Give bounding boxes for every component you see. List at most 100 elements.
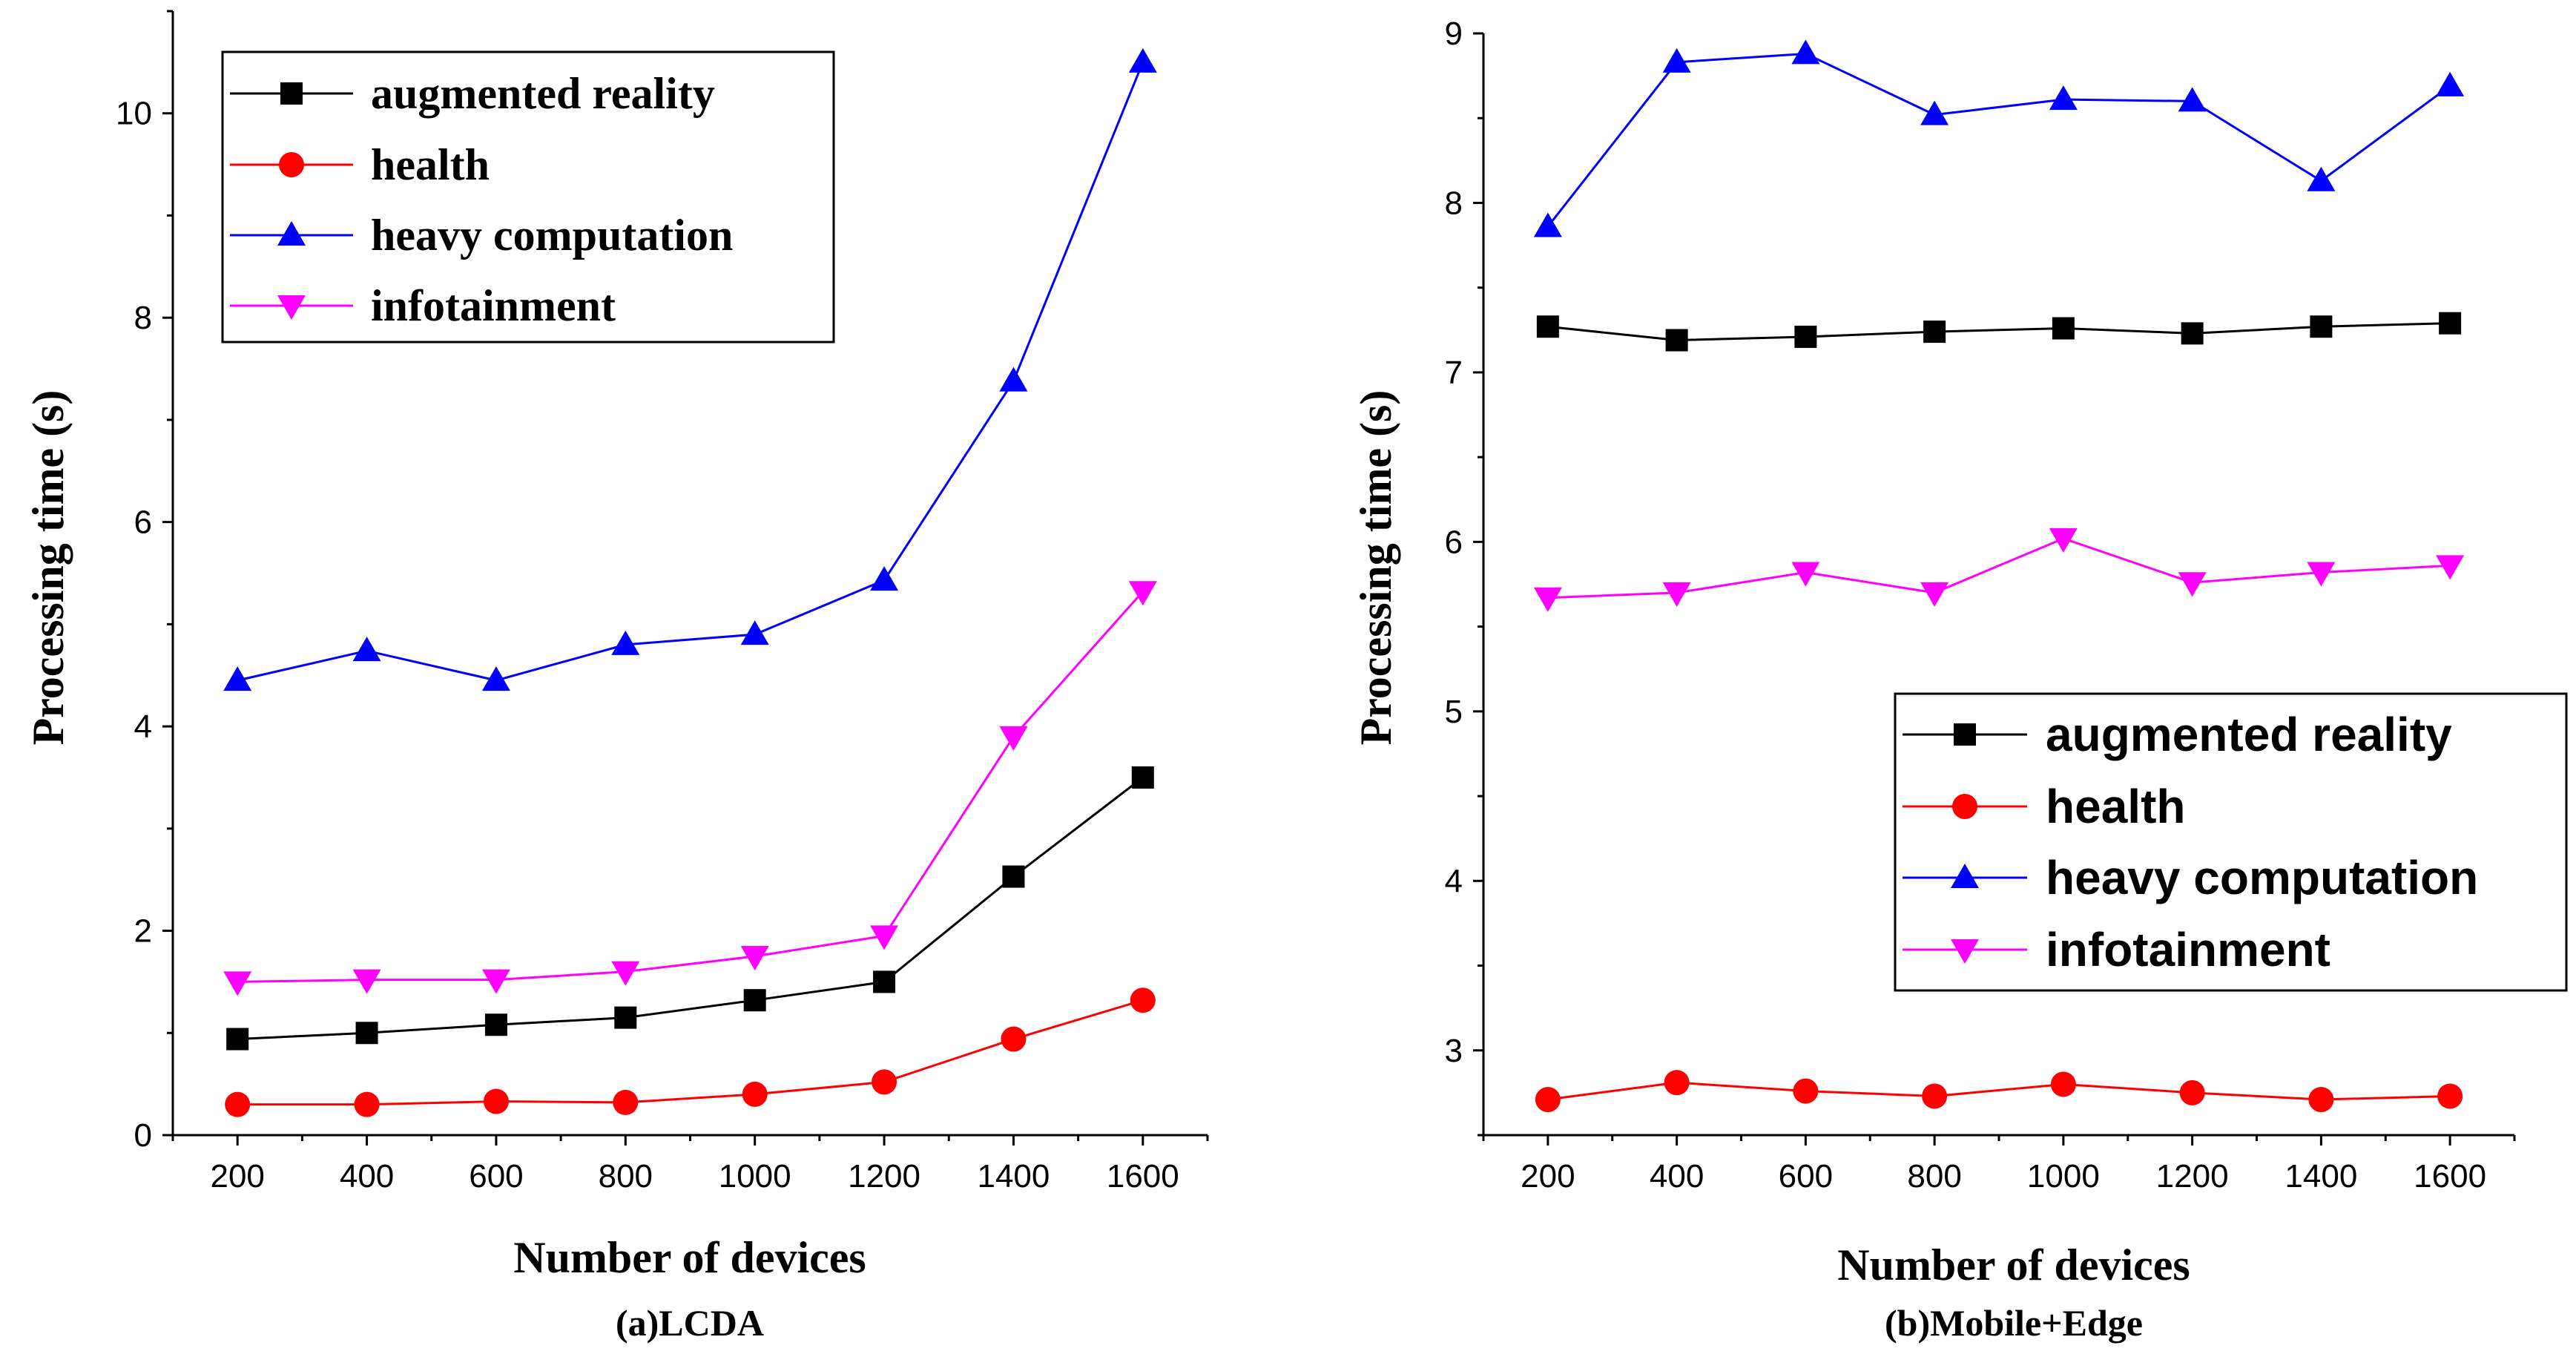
y-tick-label-b: 9 [1445, 16, 1463, 52]
legend-label-a-3: infotainment [371, 281, 616, 330]
data-point-b-0 [2310, 315, 2333, 338]
data-point-a-0 [355, 1022, 378, 1045]
x-tick-label-b: 1200 [2156, 1158, 2229, 1194]
data-point-a-0 [873, 970, 896, 993]
data-point-a-2 [223, 666, 252, 691]
y-tick-label-b: 5 [1445, 694, 1463, 730]
data-point-a-0 [226, 1028, 249, 1051]
data-point-a-1 [1130, 987, 1156, 1013]
legend-a: augmented reality health heavy computati… [221, 50, 835, 344]
data-point-a-1 [872, 1069, 897, 1095]
y-tick-label-a: 8 [134, 300, 152, 336]
legend-entry-b-0: augmented reality [1903, 708, 2452, 761]
data-point-b-2 [1662, 47, 1691, 73]
data-point-b-0 [1665, 329, 1688, 352]
caption-b: (b)Mobile+Edge [1885, 1302, 2143, 1344]
data-point-a-1 [1001, 1026, 1027, 1052]
legend-marker-b-2 [1951, 864, 1979, 888]
data-point-b-2 [2307, 166, 2336, 191]
legend-marker-b-1 [1952, 794, 1977, 819]
legend-marker-shape [279, 152, 304, 177]
data-point-b-2 [2436, 71, 2465, 96]
x-tick-label-b: 800 [1907, 1158, 1961, 1194]
data-point-b-0 [2181, 322, 2204, 345]
series-line-a-1 [237, 999, 1144, 1106]
y-tick-label-a: 4 [134, 709, 152, 745]
data-point-a-3 [740, 945, 769, 970]
data-point-b-0 [1536, 315, 1559, 338]
legend-marker-a-1 [279, 152, 304, 177]
legend-label-b-1: health [2046, 780, 2185, 833]
legend-label-a-2: heavy computation [371, 211, 733, 260]
data-point-b-1 [1922, 1083, 1948, 1109]
x-tick-label-b: 1000 [2027, 1158, 2100, 1194]
data-point-a-2 [870, 566, 899, 591]
chart-panel-a: 0 2 4 6 8 10 200 400 600 800 1000 1200 1400 1600 Numb… [24, 10, 1209, 1344]
legend-marker-a-0 [280, 82, 303, 105]
data-point-a-3 [999, 726, 1028, 751]
data-point-b-2 [2049, 85, 2078, 111]
y-axis-title-b: Processing time (s) [1351, 390, 1400, 746]
data-point-a-2 [352, 637, 381, 662]
legend-entry-b-1: health [1903, 780, 2185, 833]
data-point-b-1 [1535, 1087, 1561, 1113]
data-point-a-0 [1131, 766, 1154, 789]
series-line-a-0 [237, 776, 1144, 1041]
y-tick-label-b: 4 [1445, 863, 1463, 899]
data-point-b-3 [2307, 562, 2336, 587]
legend-box-a [221, 50, 835, 344]
series-line-b-0 [1547, 322, 2451, 342]
y-tick-label-b: 6 [1445, 524, 1463, 560]
data-point-b-0 [2052, 317, 2075, 340]
legend-marker-shape [277, 295, 306, 320]
x-tick-label-a: 400 [340, 1158, 394, 1194]
x-tick-label-b: 600 [1779, 1158, 1833, 1194]
data-point-b-2 [2178, 87, 2207, 112]
legend-marker-b-0 [1954, 723, 1976, 746]
y-tick-label-b: 3 [1445, 1033, 1463, 1069]
legend-marker-shape [1951, 864, 1979, 888]
x-tick-label-b: 200 [1521, 1158, 1575, 1194]
data-point-b-1 [2437, 1083, 2463, 1109]
legend-marker-shape [1954, 723, 1976, 746]
data-point-b-3 [2178, 572, 2207, 597]
x-tick-label-b: 1600 [2414, 1158, 2486, 1194]
y-tick-label-a: 10 [116, 96, 152, 132]
data-point-b-3 [1533, 587, 1562, 612]
data-point-a-3 [223, 971, 252, 996]
legend-entry-b-2: heavy computation [1903, 851, 2478, 904]
legend-marker-b-3 [1951, 939, 1979, 964]
data-point-a-3 [352, 969, 381, 994]
data-point-b-1 [1664, 1070, 1690, 1096]
x-tick-label-b: 400 [1650, 1158, 1704, 1194]
legend-marker-shape [1952, 794, 1977, 819]
legend-marker-a-2 [277, 221, 306, 246]
data-point-a-0 [1002, 865, 1025, 888]
plot-area-a: 0 2 4 6 8 10 200 400 600 800 1000 1200 1400 1600 [116, 10, 1209, 1194]
x-axis-title-b: Number of devices [1837, 1240, 2190, 1289]
caption-a: (a)LCDA [616, 1302, 764, 1344]
data-point-b-3 [1920, 582, 1949, 607]
plot-area-b: 3 4 5 6 7 8 9 200 400 600 800 1000 1200 1400 1600 [1445, 16, 2516, 1194]
data-point-b-3 [1791, 562, 1820, 587]
data-point-b-1 [2308, 1087, 2334, 1113]
series-line-b-3 [1547, 537, 2451, 599]
data-point-a-0 [484, 1013, 507, 1036]
data-point-b-1 [2050, 1071, 2076, 1097]
legend-label-a-1: health [371, 140, 490, 189]
data-point-a-1 [354, 1091, 380, 1117]
legend-entry-a-3: infotainment [230, 281, 616, 330]
data-point-a-2 [740, 620, 769, 645]
data-point-a-2 [481, 666, 510, 691]
series-line-a-2 [237, 62, 1144, 682]
data-point-a-2 [999, 367, 1028, 392]
series-line-a-3 [237, 591, 1144, 983]
legend-entry-a-1: health [230, 140, 490, 189]
x-tick-label-a: 1000 [719, 1158, 791, 1194]
legend-box-b [1894, 692, 2568, 992]
y-tick-label-b: 7 [1445, 355, 1463, 391]
x-tick-label-a: 1400 [977, 1158, 1050, 1194]
data-point-a-3 [870, 925, 899, 950]
x-tick-label-b: 1400 [2285, 1158, 2357, 1194]
